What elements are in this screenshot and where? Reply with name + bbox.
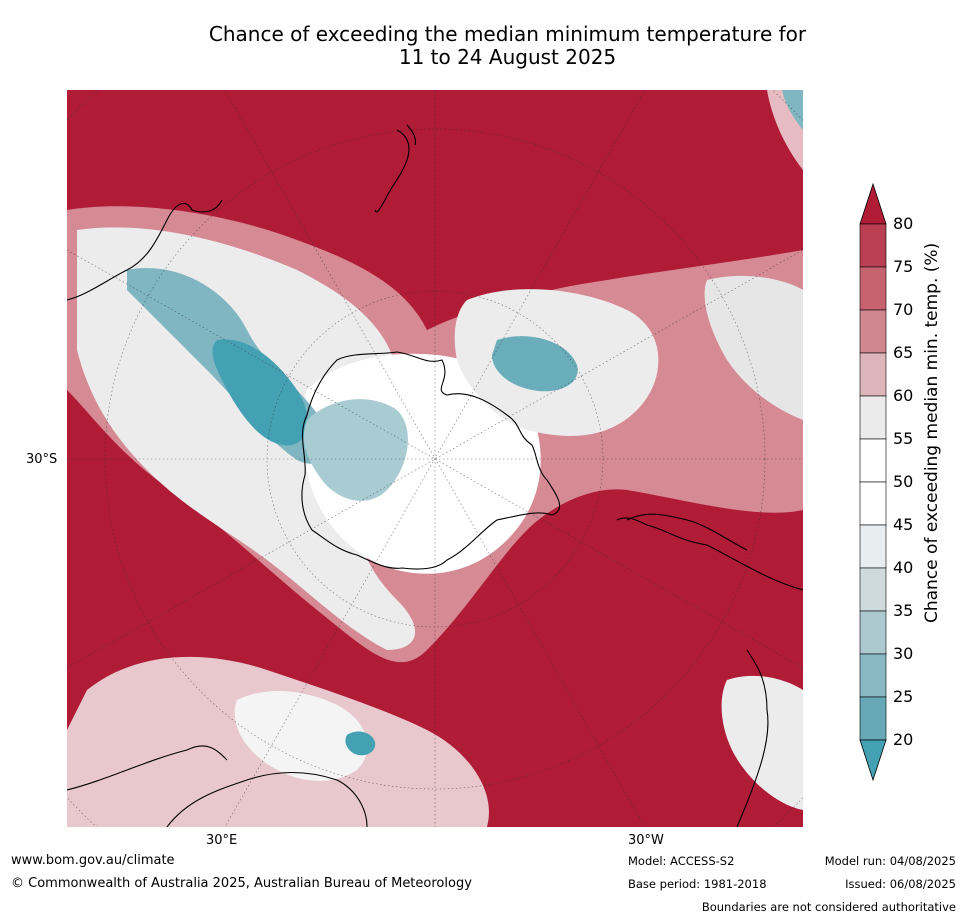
- colorbar-arrow-top: [859, 182, 887, 225]
- region-neutral-west: [77, 227, 416, 651]
- region-low-antarctic: [303, 399, 408, 501]
- antarctica-coast: [301, 351, 561, 570]
- australia-coast: [67, 199, 228, 791]
- map-title-line-2: 11 to 24 August 2025: [398, 45, 617, 69]
- colorbar-band: [859, 438, 887, 483]
- map-title-line-1: Chance of exceeding the median minimum t…: [208, 22, 807, 46]
- colorbar-tick-label: 30: [893, 644, 914, 663]
- copyright-notice: © Commonwealth of Australia 2025, Austra…: [11, 876, 472, 891]
- colorbar-band: [859, 696, 887, 741]
- colorbar-band: [859, 653, 887, 698]
- colorbar-tick-label: 80: [893, 214, 914, 233]
- colorbar-band: [859, 395, 887, 440]
- colorbar-tick-label: 25: [893, 687, 914, 706]
- region-white-south: [234, 690, 368, 781]
- colorbar-band: [859, 567, 887, 612]
- africa-coast: [166, 771, 368, 827]
- colorbar-swatches: [859, 182, 887, 782]
- colorbar-tick-label: 55: [893, 429, 914, 448]
- colorbar-arrow-bottom: [859, 739, 887, 782]
- region-neutral-northeast: [704, 275, 803, 420]
- longitude-label-30w: 30°W: [628, 833, 664, 848]
- colorbar-band: [859, 309, 887, 354]
- south-america-coast: [616, 517, 803, 827]
- base-period-info: Base period: 1981-2018: [628, 877, 767, 891]
- graticule: [67, 90, 803, 827]
- region-very-low-south: [345, 731, 376, 756]
- colorbar-tick-label: 70: [893, 300, 914, 319]
- probability-map: [67, 90, 803, 827]
- colorbar-tick-label: 60: [893, 386, 914, 405]
- colorbar-tick-label: 75: [893, 257, 914, 276]
- colorbar-tick-label: 45: [893, 515, 914, 534]
- colorbar-tick-label: 20: [893, 730, 914, 749]
- boundary-disclaimer: Boundaries are not considered authoritat…: [701, 900, 956, 914]
- colorbar-band: [859, 481, 887, 526]
- coastlines: [67, 124, 803, 827]
- region-neutral-southeast: [721, 675, 803, 810]
- colorbar-band: [859, 266, 887, 311]
- new-zealand-coast: [374, 124, 416, 213]
- colorbar-tick-label: 35: [893, 601, 914, 620]
- longitude-label-30e: 30°E: [206, 833, 238, 848]
- colorbar-band: [859, 610, 887, 655]
- website-link[interactable]: www.bom.gov.au/climate: [11, 853, 175, 868]
- region-low-northeast-corner: [782, 90, 803, 130]
- issued-date: Issued: 06/08/2025: [845, 877, 956, 891]
- model-run-date: Model run: 04/08/2025: [824, 854, 956, 868]
- model-info: Model: ACCESS-S2: [628, 854, 735, 868]
- colorbar-tick-label: 50: [893, 472, 914, 491]
- colorbar-band: [859, 524, 887, 569]
- north-africa-fragment: [626, 513, 748, 551]
- colorbar-legend: [850, 180, 960, 790]
- colorbar-band: [859, 352, 887, 397]
- colorbar-tick-label: 65: [893, 343, 914, 362]
- colorbar-tick-label: 40: [893, 558, 914, 577]
- latitude-label-30s: 30°S: [26, 452, 58, 467]
- region-low-east: [492, 336, 578, 392]
- colorbar-band: [859, 223, 887, 268]
- region-very-low-west: [212, 339, 308, 446]
